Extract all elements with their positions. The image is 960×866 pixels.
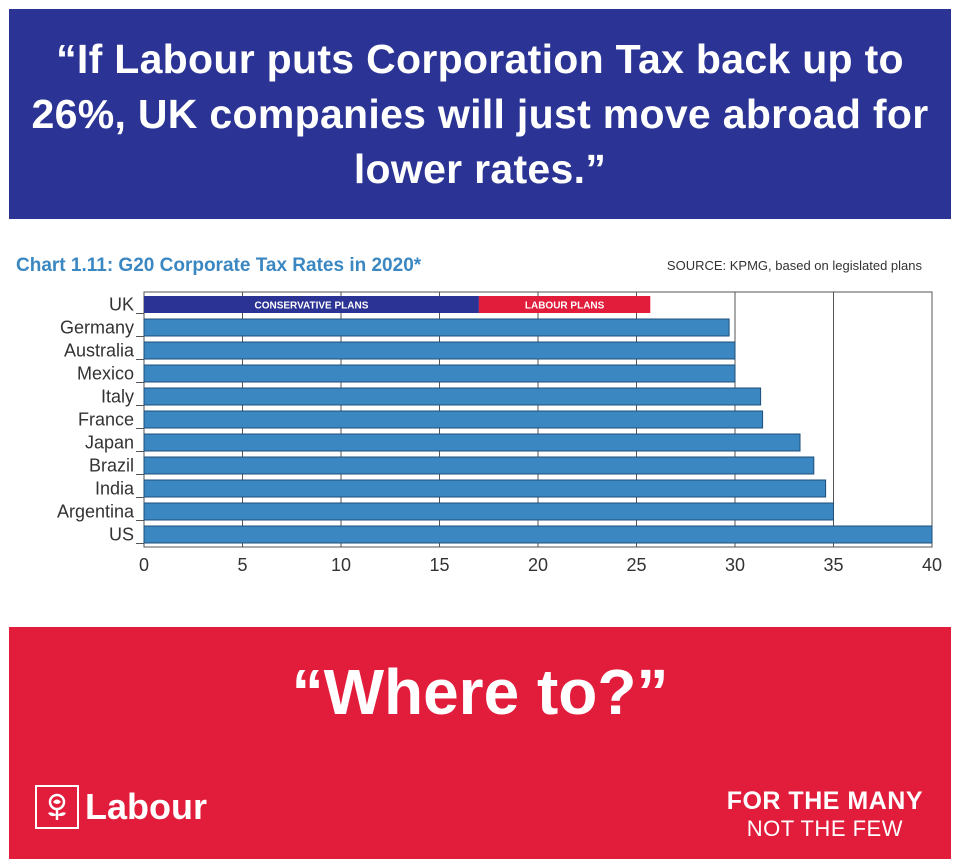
category-label: India [95,479,135,499]
category-label: UK [109,295,134,315]
category-label: France [78,410,134,430]
slogan: FOR THE MANY NOT THE FEW [727,787,923,842]
category-label: Germany [60,318,134,338]
x-tick-label: 40 [922,555,942,575]
x-tick-label: 25 [626,555,646,575]
segment-label: LABOUR PLANS [525,301,605,312]
x-tick-label: 30 [725,555,745,575]
bar-france [143,410,764,429]
labour-plans-bar [478,296,651,313]
bar-brazil [143,456,815,475]
bar-argentina [143,502,834,521]
x-tick-label: 35 [823,555,843,575]
tax-rate-chart: 0 5 10 15 20 25 30 35 40 UK CONSERVATIVE PLANS LABO… [57,291,942,575]
x-tick-label: 0 [139,555,149,575]
bar-japan [143,433,801,452]
labour-logo: Labour [35,785,207,829]
bar-germany [143,318,730,337]
closing-banner: “Where to?” Labour FOR THE MANY NOT THE … [9,627,951,859]
bar-us [143,525,933,544]
category-label: Japan [85,433,134,453]
category-label: Italy [101,387,134,407]
category-label: Argentina [57,502,135,522]
category-label: US [109,525,134,545]
headline-quote: “If Labour puts Corporation Tax back up … [31,35,929,192]
chart-source: SOURCE: KPMG, based on legislated plans [666,258,922,273]
category-label: Mexico [77,364,134,384]
segment-label: CONSERVATIVE PLANS [254,301,368,312]
category-label: Brazil [89,456,134,476]
bar-mexico [143,364,736,383]
bar-india [143,479,827,498]
closing-quote: “Where to?” [291,656,669,728]
conservative-plans-bar [144,296,479,313]
chart-title: Chart 1.11: G20 Corporate Tax Rates in 2… [16,255,422,276]
category-label: Australia [64,341,135,361]
x-tick-label: 15 [429,555,449,575]
slogan-line-1: FOR THE MANY [726,787,923,815]
x-tick-label: 20 [528,555,548,575]
headline-banner: “If Labour puts Corporation Tax back up … [9,9,951,219]
bar-italy [143,387,762,406]
x-tick-label: 5 [237,555,247,575]
slogan-line-2: NOT THE FEW [746,816,903,841]
rose-icon [35,785,79,829]
labour-wordmark: Labour [85,786,207,827]
bar-australia [143,341,736,360]
x-tick-label: 10 [331,555,351,575]
